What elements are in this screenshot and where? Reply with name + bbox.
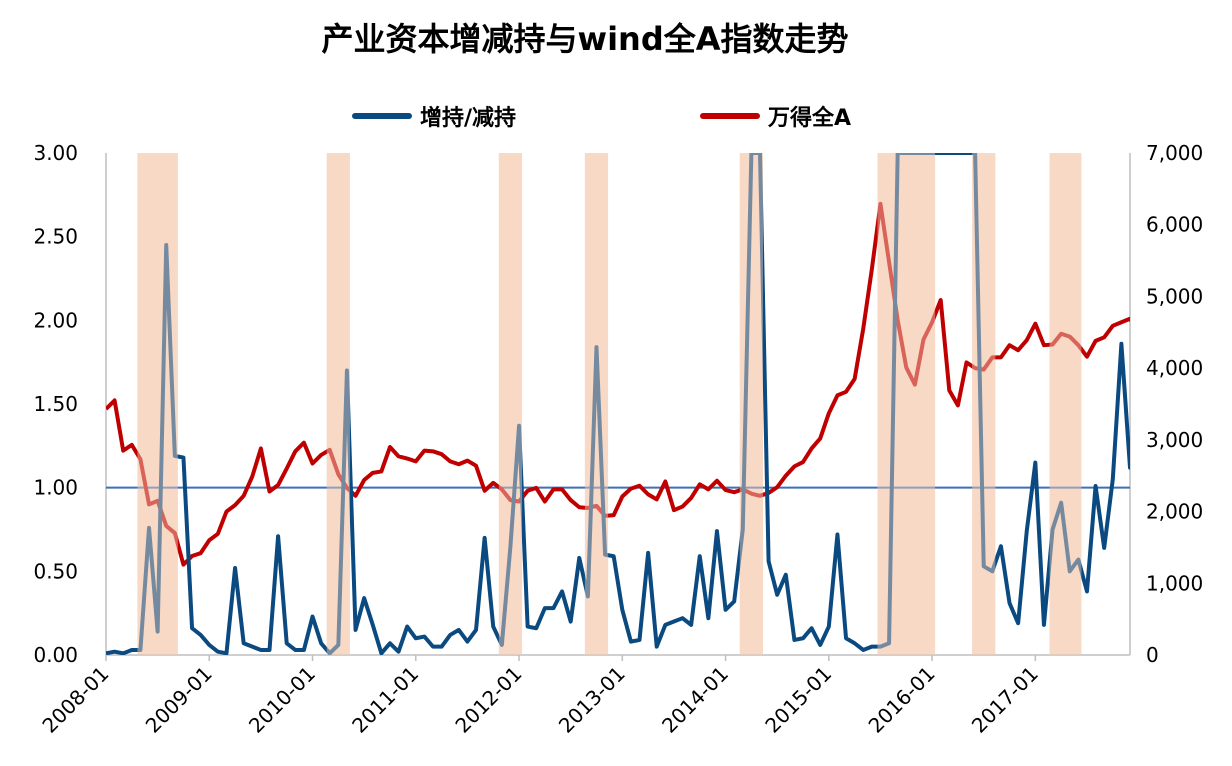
- legend-label-ratio: 增持/减持: [420, 106, 517, 131]
- y-right-tick-label: 4,000: [1146, 356, 1203, 380]
- shaded-period-overlay-7: [1049, 153, 1082, 655]
- tick-labels: 0.00 0.50 1.00 1.50 2.00 2.50 3.00 0 1,000 2,000 3…: [33, 141, 1203, 738]
- y-right-tick-label: 3,000: [1146, 428, 1203, 452]
- y-left-tick-label: 1.00: [33, 476, 78, 500]
- shaded-period-overlay-1: [326, 153, 350, 655]
- y-left-tick-label: 2.50: [33, 225, 78, 249]
- y-right-tick-label: 1,000: [1146, 571, 1203, 595]
- shaded-period-overlay-3: [584, 153, 609, 655]
- x-tick-label: 2009-01: [141, 662, 217, 738]
- shaded-period-overlay-6: [972, 153, 996, 655]
- x-tick-label: 2010-01: [244, 662, 320, 738]
- shaded-period-overlay-5: [877, 153, 936, 655]
- shaded-period-overlay-4: [739, 153, 763, 655]
- shaded-period-2: [498, 153, 523, 655]
- x-tick-label: 2008-01: [37, 662, 113, 738]
- y-left-tick-label: 3.00: [33, 141, 78, 165]
- shaded-period-4: [739, 153, 763, 655]
- x-tick-label: 2012-01: [451, 662, 527, 738]
- shaded-period-overlay-2: [498, 153, 523, 655]
- shaded-period-1: [326, 153, 350, 655]
- x-tick-label: 2013-01: [554, 662, 630, 738]
- legend-label-index: 万得全A: [768, 106, 852, 131]
- y-left-tick-label: 2.00: [33, 308, 78, 332]
- x-tick-label: 2016-01: [864, 662, 940, 738]
- shaded-period-overlay-0: [137, 153, 178, 655]
- series-line-ratio: [106, 153, 1130, 655]
- y-right-tick-label: 0: [1146, 643, 1159, 667]
- y-right-tick-label: 2,000: [1146, 500, 1203, 524]
- x-tick-label: 2011-01: [347, 662, 423, 738]
- shaded-periods: [137, 153, 1082, 655]
- y-left-tick-label: 1.50: [33, 392, 78, 416]
- y-left-tick-label: 0.50: [33, 559, 78, 583]
- y-right-tick-label: 6,000: [1146, 213, 1203, 237]
- shaded-period-7: [1049, 153, 1082, 655]
- legend-item-index: 万得全A: [700, 100, 851, 132]
- y-left-tick-label: 0.00: [33, 643, 78, 667]
- series-lines: [106, 153, 1130, 655]
- chart-title: 产业资本增减持与wind全A指数走势: [321, 20, 849, 58]
- series-line-index: [106, 201, 1130, 567]
- x-tick-label: 2017-01: [967, 662, 1043, 738]
- x-tick-label: 2015-01: [760, 662, 836, 738]
- legend-item-ratio: 增持/减持: [352, 100, 516, 132]
- x-tick-label: 2014-01: [657, 662, 733, 738]
- legend-swatch-ratio: [352, 113, 412, 119]
- axes: [105, 153, 1131, 656]
- y-right-tick-label: 7,000: [1146, 141, 1203, 165]
- legend-swatch-index: [700, 113, 760, 119]
- band-overlay: [137, 153, 1082, 655]
- y-right-tick-label: 5,000: [1146, 284, 1203, 308]
